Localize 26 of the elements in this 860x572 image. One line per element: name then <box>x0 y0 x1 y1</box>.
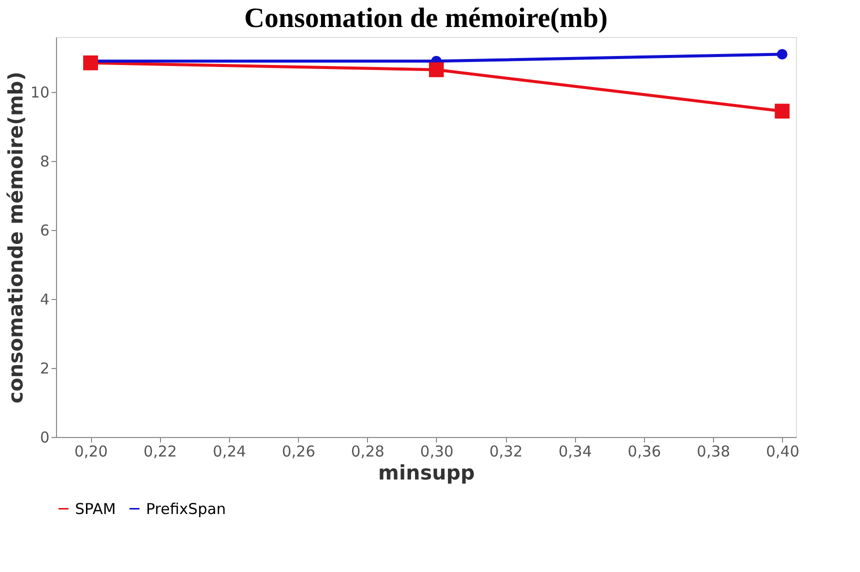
y-tick-label: 0 <box>40 428 50 446</box>
x-tick-label: 0,22 <box>144 442 177 460</box>
y-tick-label: 8 <box>40 152 50 171</box>
y-tick-label: 10 <box>30 84 50 102</box>
chart-title: Consomation de mémoire(mb) <box>244 3 608 34</box>
x-tick-label: 0,24 <box>212 442 246 460</box>
y-tick-label: 2 <box>40 360 50 378</box>
x-tick-label: 0,36 <box>628 442 662 460</box>
x-tick-label: 0,20 <box>74 442 108 460</box>
x-tick-label: 0,38 <box>696 442 730 460</box>
x-tick-label: 0,26 <box>282 442 316 460</box>
x-tick-label: 0,28 <box>351 442 384 460</box>
x-tick-label: 0,40 <box>766 442 800 460</box>
y-tick-label: 4 <box>40 290 50 309</box>
legend-label: PrefixSpan <box>146 500 226 518</box>
x-tick-label: 0,30 <box>420 442 454 460</box>
point <box>776 49 788 60</box>
point <box>774 104 790 119</box>
x-tick-label: 0,32 <box>489 442 523 460</box>
legend-label: SPAM <box>75 500 116 518</box>
point <box>83 55 98 70</box>
y-axis-title: consomationde mémoire(mb) <box>3 72 28 404</box>
x-axis-title: minsupp <box>378 460 475 484</box>
x-tick-label: 0,34 <box>558 442 592 460</box>
y-tick-label: 6 <box>40 222 50 240</box>
point <box>428 62 444 78</box>
